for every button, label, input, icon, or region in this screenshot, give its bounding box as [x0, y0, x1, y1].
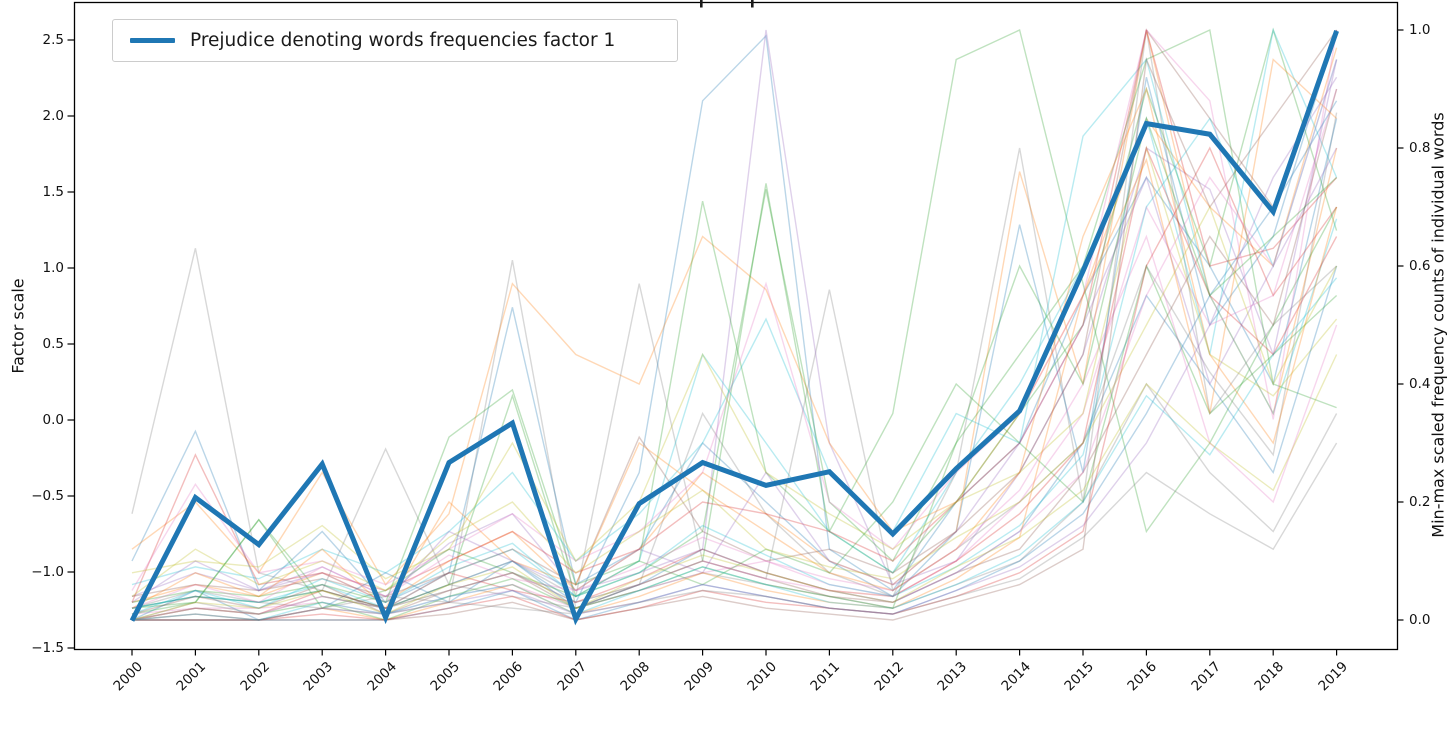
word-frequency-line	[131, 59, 1338, 615]
clipped-title-descenders	[700, 0, 703, 8]
word-frequency-line	[132, 29, 1338, 621]
right-y-tick-label: 1.0	[1409, 22, 1431, 38]
right-y-tick-label: 0.4	[1409, 376, 1431, 392]
word-frequency-line	[131, 28, 1338, 591]
word-frequency-line	[131, 29, 1338, 610]
word-frequency-line	[131, 27, 1338, 609]
left-axis-label: Factor scale	[8, 278, 28, 374]
word-frequency-line	[131, 147, 1338, 604]
word-frequency-line	[131, 76, 1338, 621]
left-y-tick-label: 2.0	[42, 108, 64, 124]
word-frequency-line	[131, 88, 1338, 615]
right-axis-label: Min-max scaled frequency counts of indiv…	[1428, 112, 1448, 538]
word-frequency-line	[131, 145, 1338, 580]
word-frequency-line	[131, 263, 1338, 615]
word-frequency-line	[131, 145, 1338, 621]
word-frequency-line	[131, 59, 1338, 621]
word-frequency-line	[131, 382, 1338, 621]
right-y-tick-label: 0.8	[1409, 140, 1431, 156]
legend-line-sample	[130, 38, 175, 43]
word-frequency-line	[131, 58, 1338, 586]
word-frequency-line	[131, 29, 1338, 598]
word-frequency-line	[132, 442, 1338, 621]
left-y-tick-label: 1.5	[42, 184, 64, 200]
word-frequency-line	[131, 354, 1338, 621]
right-y-tick-label: 0.6	[1409, 258, 1431, 274]
factor-line	[129, 30, 1339, 626]
legend-label: Prejudice denoting words frequencies fac…	[190, 30, 616, 51]
word-frequency-line	[131, 58, 1338, 621]
left-y-tick-label: 2.5	[42, 32, 64, 48]
right-y-tick-label: 0.2	[1409, 494, 1431, 510]
word-frequency-line	[131, 34, 1338, 609]
plot-border	[73, 1, 1399, 651]
word-frequency-line	[132, 146, 1338, 621]
word-frequency-line	[131, 205, 1338, 597]
left-y-tick-label: −0.5	[31, 488, 64, 504]
word-frequency-line	[131, 29, 1338, 604]
left-y-tick-label: −1.5	[31, 640, 64, 656]
word-frequency-line	[131, 234, 1338, 609]
legend: Prejudice denoting words frequencies fac…	[112, 19, 678, 62]
left-y-tick-label: 0.5	[42, 336, 64, 352]
word-frequency-line	[131, 88, 1338, 615]
left-y-tick-label: −1.0	[31, 564, 64, 580]
right-y-tick-label: 0.0	[1409, 612, 1431, 628]
word-frequency-line	[131, 112, 1338, 598]
word-frequency-line	[131, 28, 1337, 609]
left-y-tick-label: 1.0	[42, 260, 64, 276]
word-frequency-line	[132, 100, 1338, 621]
left-y-tick-label: 0.0	[42, 412, 64, 428]
word-frequency-line	[131, 116, 1338, 621]
word-frequency-line	[131, 86, 1338, 610]
word-frequency-line	[131, 265, 1338, 621]
word-frequency-line	[131, 29, 1338, 604]
word-frequency-line	[131, 29, 1338, 603]
word-frequency-line	[131, 28, 1338, 598]
clipped-title-descenders	[751, 0, 754, 8]
word-frequency-line	[131, 277, 1338, 621]
